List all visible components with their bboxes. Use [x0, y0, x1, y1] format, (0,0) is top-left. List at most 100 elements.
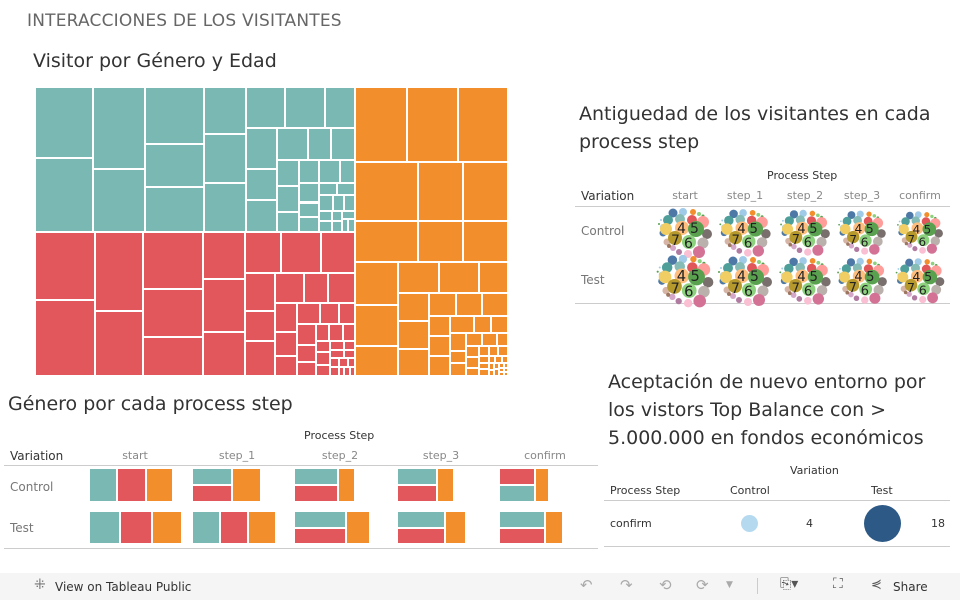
treemap-orange-tile[interactable]	[488, 370, 495, 376]
tenure-bubble[interactable]	[799, 257, 807, 265]
treemap-teal-tile[interactable]	[145, 187, 205, 232]
tenure-bubble[interactable]	[864, 269, 880, 285]
tenure-bubble[interactable]	[658, 270, 672, 284]
revert-icon[interactable]: ⟲	[659, 576, 672, 594]
treemap-orange-tile[interactable]	[478, 369, 489, 376]
tenure-bubble[interactable]	[912, 246, 918, 252]
tenure-bubble[interactable]	[721, 219, 724, 222]
tenure-bubble[interactable]	[667, 279, 682, 294]
tenure-bubble[interactable]	[684, 250, 692, 258]
tenure-bubble[interactable]	[898, 220, 901, 223]
treemap-orange-tile[interactable]	[450, 350, 467, 364]
gender-orange-block[interactable]	[146, 468, 173, 502]
tenure-bubble[interactable]	[839, 271, 851, 283]
gender-orange-block[interactable]	[338, 468, 355, 502]
treemap-red-tile[interactable]	[344, 366, 351, 376]
tenure-bubble[interactable]	[914, 258, 922, 266]
gender-red-block[interactable]	[397, 485, 437, 502]
gender-orange-block[interactable]	[248, 511, 276, 544]
tenure-bubble[interactable]	[670, 245, 676, 251]
tenure-bubble[interactable]	[904, 241, 909, 246]
tenure-bubble[interactable]	[802, 282, 816, 297]
treemap-red-tile[interactable]	[350, 366, 355, 376]
tenure-bubble[interactable]	[720, 271, 732, 283]
tenure-bubble[interactable]	[756, 212, 761, 217]
tenure-bubble[interactable]	[723, 263, 733, 273]
tenure-bubble[interactable]	[789, 230, 803, 244]
treemap-teal-tile[interactable]	[246, 127, 277, 169]
tenure-bubble[interactable]	[678, 254, 688, 264]
tenure-bubble[interactable]	[796, 296, 803, 302]
gender-red-block[interactable]	[220, 511, 248, 544]
tenure-bubble[interactable]	[907, 242, 913, 248]
treemap-red-tile[interactable]	[274, 331, 298, 357]
tenure-bubble[interactable]	[721, 223, 733, 235]
treemap-red-tile[interactable]	[329, 340, 344, 350]
treemap-teal-tile[interactable]	[145, 144, 205, 188]
tenure-bubble[interactable]	[807, 221, 823, 237]
tenure-bubble[interactable]	[848, 243, 855, 249]
tenure-bubble[interactable]	[930, 214, 934, 219]
tenure-bubble[interactable]	[757, 285, 769, 297]
treemap-teal-tile[interactable]	[204, 133, 247, 183]
tenure-bubble[interactable]	[895, 271, 898, 274]
tenure-bubble[interactable]	[869, 292, 881, 304]
refresh-dropdown-icon[interactable]: ▼	[726, 580, 733, 590]
tenure-bubble[interactable]	[873, 236, 883, 247]
treemap-red-tile[interactable]	[329, 358, 340, 367]
tenure-bubble[interactable]	[845, 290, 850, 295]
treemap-red-tile[interactable]	[274, 302, 298, 332]
treemap-orange-tile[interactable]	[455, 293, 483, 317]
tenure-bubble[interactable]	[676, 249, 682, 255]
treemap-red-tile[interactable]	[315, 324, 329, 341]
tenure-bubble[interactable]	[852, 269, 866, 283]
treemap-teal-tile[interactable]	[204, 87, 247, 134]
gender-red-block[interactable]	[499, 527, 545, 544]
tenure-bubble[interactable]	[658, 266, 661, 269]
treemap-teal-tile[interactable]	[324, 87, 355, 128]
treemap-red-tile[interactable]	[320, 302, 340, 325]
tenure-bubble[interactable]	[668, 231, 682, 245]
treemap-red-tile[interactable]	[274, 356, 298, 376]
treemap-orange-tile[interactable]	[406, 87, 458, 163]
tenure-bubble[interactable]	[799, 209, 807, 218]
gender-red-block[interactable]	[117, 468, 146, 502]
gender-teal-block[interactable]	[499, 485, 535, 502]
tenure-bubble[interactable]	[856, 210, 864, 218]
tenure-bubble[interactable]	[922, 222, 937, 236]
tenure-bubble[interactable]	[864, 222, 879, 237]
treemap-red-tile[interactable]	[343, 349, 355, 359]
tenure-bubble[interactable]	[873, 261, 877, 266]
tenure-bubble[interactable]	[812, 293, 824, 305]
tenure-bubble[interactable]	[747, 221, 764, 237]
treemap-orange-tile[interactable]	[355, 162, 418, 222]
treemap-teal-tile[interactable]	[276, 185, 300, 213]
treemap-orange-tile[interactable]	[429, 356, 451, 376]
test-circle-mark[interactable]	[864, 505, 901, 542]
tenure-bubble[interactable]	[742, 234, 756, 249]
treemap-orange-tile[interactable]	[479, 262, 508, 294]
tenure-bubble[interactable]	[919, 247, 926, 254]
treemap-orange-tile[interactable]	[488, 346, 499, 356]
tenure-bubble[interactable]	[736, 248, 743, 254]
treemap-teal-tile[interactable]	[246, 87, 286, 128]
tenure-bubble[interactable]	[846, 242, 850, 246]
treemap-orange-tile[interactable]	[504, 367, 508, 372]
tenure-bubble[interactable]	[728, 256, 738, 266]
tenure-bubble[interactable]	[784, 216, 794, 226]
view-on-tableau-public-link[interactable]: View on Tableau Public	[55, 580, 192, 594]
tenure-bubble[interactable]	[821, 277, 831, 287]
tenure-bubble[interactable]	[782, 219, 784, 222]
treemap-red-tile[interactable]	[280, 232, 322, 273]
treemap-red-tile[interactable]	[94, 232, 143, 312]
tenure-bubble[interactable]	[789, 257, 798, 267]
treemap-teal-tile[interactable]	[204, 182, 247, 232]
tenure-bubble[interactable]	[861, 296, 869, 304]
treemap-teal-tile[interactable]	[318, 195, 333, 212]
treemap-orange-tile[interactable]	[496, 333, 508, 347]
treemap-red-tile[interactable]	[328, 272, 355, 303]
tenure-bubble[interactable]	[898, 224, 909, 235]
tenure-bubble[interactable]	[739, 256, 747, 264]
gender-teal-block[interactable]	[397, 468, 437, 485]
treemap-red-tile[interactable]	[297, 361, 316, 376]
